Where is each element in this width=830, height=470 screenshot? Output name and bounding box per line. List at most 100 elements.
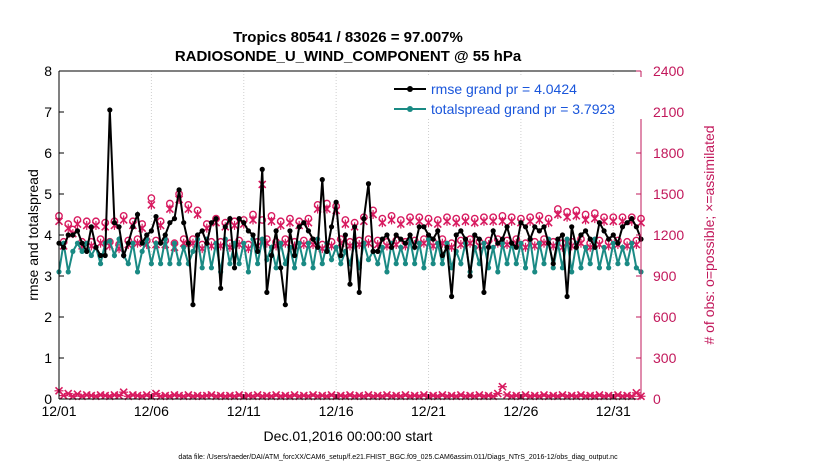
totalspread-point (481, 240, 487, 246)
obs-assimilated-point (447, 242, 456, 252)
obs-assimilated-point (507, 216, 516, 226)
x-tick-label: 12/01 (41, 403, 76, 419)
totalspread-point (536, 240, 542, 246)
rmse-point (407, 232, 413, 238)
y-tick-label-left: 3 (44, 268, 52, 284)
totalspread-point (134, 269, 141, 275)
rmse-point (458, 228, 464, 234)
legend-box (390, 77, 644, 119)
totalspread-point (444, 240, 450, 246)
rmse-point (134, 211, 141, 218)
y-tick-label-right: 1800 (653, 145, 684, 161)
rmse-point (453, 232, 459, 238)
rmse-point (555, 236, 561, 242)
rmse-point (412, 244, 418, 250)
rmse-point (268, 252, 275, 259)
rmse-point (444, 244, 450, 250)
chart-title-line1: Tropics 80541 / 83026 = 97.007% (233, 29, 463, 46)
rmse-point (125, 240, 131, 246)
totalspread-point (74, 240, 81, 246)
obs-assimilated-point (281, 238, 290, 248)
obs-assimilated-point (424, 218, 433, 228)
rmse-point (199, 228, 205, 234)
rmse-point (208, 220, 215, 226)
rmse-point (139, 240, 145, 246)
rmse-point (213, 216, 219, 222)
rmse-point (116, 224, 122, 230)
totalspread-point (139, 248, 145, 254)
x-tick-label: 12/31 (596, 403, 631, 419)
totalspread-point (227, 261, 233, 267)
totalspread-point (379, 244, 385, 250)
obs-assimilated-point (498, 216, 507, 226)
obs-assimilated-point (184, 204, 193, 214)
rmse-point (370, 248, 376, 254)
rmse-point (624, 220, 630, 226)
totalspread-point (167, 261, 173, 267)
obs-assimilated-point (544, 218, 553, 228)
x-tick-label: 12/21 (411, 403, 446, 419)
rmse-point (485, 244, 492, 250)
rmse-point (559, 232, 566, 238)
rmse-point (310, 236, 316, 242)
rmse-point (633, 224, 639, 230)
rmse-point (301, 220, 307, 226)
y-tick-label-right: 600 (653, 309, 677, 325)
rmse-point (610, 232, 616, 238)
rmse-point (490, 228, 496, 234)
totalspread-point (208, 265, 215, 271)
obs-bottom-point (497, 382, 507, 391)
totalspread-point (601, 244, 607, 250)
totalspread-point (88, 252, 94, 259)
rmse-point (509, 240, 515, 246)
obs-assimilated-point (479, 216, 489, 226)
totalspread-point (328, 257, 335, 263)
rmse-point (476, 236, 482, 242)
rmse-point (522, 224, 529, 230)
obs-assimilated-point (341, 219, 350, 229)
rmse-point (550, 261, 556, 267)
totalspread-point (301, 261, 307, 267)
rmse-point (158, 240, 164, 246)
rmse-point (255, 248, 261, 254)
rmse-point (513, 244, 519, 250)
y-tick-label-right: 1500 (653, 186, 684, 202)
totalspread-point (569, 269, 575, 275)
obs-assimilated-point (165, 204, 174, 214)
totalspread-point (541, 261, 547, 267)
rmse-point (291, 252, 298, 259)
totalspread-point (564, 236, 570, 242)
rmse-point (416, 224, 422, 230)
rmse-point (84, 248, 90, 254)
y-tick-label-right: 0 (653, 391, 661, 407)
axes-layer: 0 1 2 3 4 5 6 7 8 0 300 600 900 1200 1500 1800 2100 2400 1… (41, 63, 684, 419)
rmse-point (504, 224, 510, 230)
totalspread-point (171, 240, 178, 246)
rmse-point (518, 220, 524, 226)
totalspread-point (158, 261, 164, 267)
totalspread-point (107, 238, 113, 244)
obs-assimilated-point (419, 238, 428, 248)
obs-assimilated-point (364, 238, 373, 248)
obs-assimilated-point (378, 218, 387, 228)
totalspread-point (393, 261, 399, 267)
obs-assimilated-point (193, 210, 202, 219)
totalspread-point (490, 244, 496, 250)
totalspread-point (606, 265, 612, 271)
totalspread-point (513, 261, 519, 267)
rmse-point (245, 228, 251, 234)
rmse-point (328, 224, 335, 230)
y-tick-label-left: 0 (44, 391, 52, 407)
rmse-point (596, 220, 603, 226)
totalspread-point (518, 240, 524, 246)
totalspread-point (416, 240, 422, 246)
totalspread-point (430, 261, 436, 267)
rmse-point (121, 252, 127, 259)
totalspread-point (384, 269, 390, 275)
rmse-point (74, 228, 81, 234)
rmse-point (93, 244, 99, 250)
rmse-point (305, 228, 312, 234)
totalspread-point (458, 261, 464, 267)
totalspread-point (559, 265, 566, 271)
rmse-point (398, 236, 404, 242)
